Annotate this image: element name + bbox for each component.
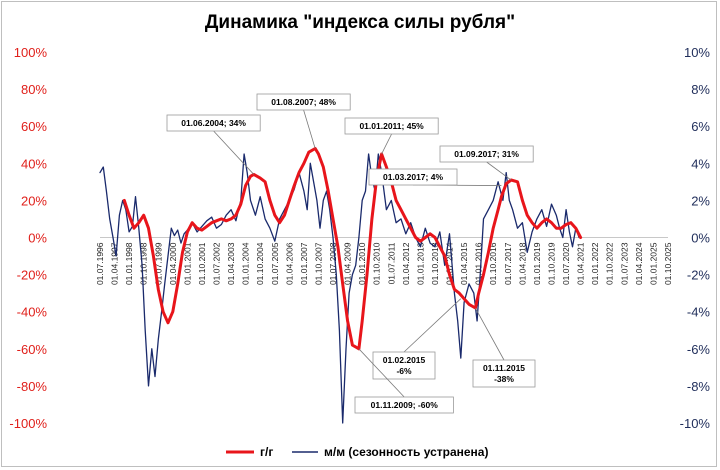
x-axis-tick-label: 01.01.2010 (357, 242, 367, 285)
right-axis-tick-label: 6% (691, 119, 710, 134)
annotation-label: 01.01.2011; 45% (359, 121, 424, 131)
series-layer (99, 147, 583, 424)
x-axis-tick-label: 01.01.2025 (648, 242, 658, 285)
left-axis-tick-label: -80% (17, 379, 48, 394)
left-axis-tick-label: 80% (21, 82, 47, 97)
x-axis-tick-label: 01.07.2008 (328, 242, 338, 285)
annotation-label: 01.11.2015 (483, 363, 525, 373)
left-axis-tick-label: -60% (17, 342, 48, 357)
x-axis-tick-label: 01.07.1999 (153, 242, 163, 285)
x-axis-tick-label: 01.01.2013 (415, 242, 425, 285)
annotation-box (368, 168, 458, 186)
left-axis-tick-label: 60% (21, 119, 47, 134)
x-axis-tick-label: 01.07.2011 (386, 242, 396, 284)
annotation-box (166, 114, 261, 132)
x-axis-tick-label: 01.04.1997 (110, 242, 120, 285)
x-axis-tick-label: 01.10.2001 (197, 242, 207, 285)
x-axis-tick-label: 01.04.2015 (459, 242, 469, 285)
annotation-leader (403, 298, 462, 353)
left-axis-ticks: 100% 80% 60% 40% 20% 0% -20% -40% -60% -80% -100% (9, 45, 47, 431)
x-axis-tick-label: 01.04.2024 (634, 242, 644, 285)
x-axis-tick-label: 01.07.2005 (270, 242, 280, 285)
x-axis-tick-label: 01.07.1996 (95, 242, 105, 285)
annotation-leader (486, 161, 512, 181)
right-axis-tick-label: 8% (691, 82, 710, 97)
annotation-label: -6% (396, 366, 412, 376)
x-axis-tick-label: 01.01.2001 (182, 242, 192, 285)
x-axis-tick-label: 01.10.2025 (663, 242, 673, 285)
x-axis-tick-label: 01.10.1998 (139, 242, 149, 285)
x-axis-tick-label: 01.07.2014 (445, 242, 455, 285)
annotations-layer: 01.06.2004; 34% 01.08.2007; 48% 01.01.2011… (166, 93, 536, 414)
x-axis-tick-label: 01.07.2023 (619, 242, 629, 285)
annotation-label: 01.06.2004; 34% (181, 118, 246, 128)
annotation-box (439, 145, 534, 163)
right-axis-ticks: 10% 8% 6% 4% 2% 0% -2% -4% -6% -8% -10% (680, 45, 711, 431)
x-axis-tick-label: 01.04.2003 (226, 242, 236, 285)
x-axis-tick-label: 01.10.2019 (546, 242, 556, 285)
x-axis-tick-label: 01.10.2007 (313, 242, 323, 285)
x-axis-tick-label: 01.01.2004 (241, 242, 251, 285)
x-axis-tick-label: 01.07.2002 (212, 242, 222, 285)
x-axis-tick-label: 01.04.2000 (168, 242, 178, 285)
right-axis-tick-label: -10% (680, 416, 711, 431)
right-axis-tick-label: -8% (687, 379, 711, 394)
x-axis-tick-label: 01.04.2018 (517, 242, 527, 285)
annotation-label: -38% (494, 374, 514, 384)
left-axis-tick-label: 40% (21, 156, 47, 171)
x-axis-ticks: 01.07.1996 01.04.1997 01.01.1998 01.10.1998… (95, 242, 673, 285)
x-axis-tick-label: 01.04.2006 (284, 242, 294, 285)
x-axis-tick-label: 01.07.2020 (561, 242, 571, 285)
annotation-label: 01.11.2009; -60% (371, 400, 439, 410)
annotation-label: 01.02.2015 (383, 355, 426, 365)
right-axis-tick-label: 4% (691, 156, 710, 171)
annotation-label: 01.03.2017; 4% (383, 172, 443, 182)
annotation-leader (358, 348, 405, 398)
x-axis-tick-label: 01.01.2019 (532, 242, 542, 285)
legend-label-mom: м/м (сезонность устранена) (324, 445, 488, 459)
left-axis-tick-label: -20% (17, 268, 48, 283)
right-axis-tick-label: 10% (684, 45, 710, 60)
annotation-leader (213, 130, 255, 175)
right-axis-tick-label: 0% (691, 231, 710, 246)
x-axis-tick-label: 01.01.2007 (299, 242, 309, 285)
series-line-yoy (122, 147, 583, 351)
x-axis-tick-label: 01.10.2016 (488, 242, 498, 285)
x-axis-tick-label: 01.07.2017 (503, 242, 513, 285)
x-axis-tick-label: 01.10.2013 (430, 242, 440, 285)
x-axis-tick-label: 01.10.2022 (605, 242, 615, 285)
left-axis-tick-label: 100% (14, 45, 48, 60)
legend-label-yoy: г/г (260, 445, 273, 459)
annotation-label: 01.08.2007; 48% (271, 97, 336, 107)
legend: г/г м/м (сезонность устранена) (226, 445, 488, 459)
x-axis-tick-label: 01.01.1998 (124, 242, 134, 285)
x-axis-tick-label: 01.04.2009 (343, 242, 353, 285)
x-axis-tick-label: 01.04.2021 (576, 242, 586, 285)
series-line-mom (99, 153, 580, 424)
right-axis-tick-label: -6% (687, 342, 711, 357)
right-axis-tick-label: 2% (691, 193, 710, 208)
annotation-leader (381, 133, 392, 155)
right-axis-tick-label: -2% (687, 268, 711, 283)
left-axis-tick-label: 0% (28, 231, 47, 246)
left-axis-tick-label: 20% (21, 193, 47, 208)
x-axis-tick-label: 01.10.2004 (255, 242, 265, 285)
left-axis-tick-label: -40% (17, 305, 48, 320)
right-axis-tick-label: -4% (687, 305, 711, 320)
x-axis-tick-label: 01.04.2012 (401, 242, 411, 285)
x-axis-tick-label: 01.01.2016 (474, 242, 484, 285)
annotation-leader (475, 307, 505, 361)
annotation-box (344, 117, 439, 135)
x-axis-tick-label: 01.10.2010 (372, 242, 382, 285)
annotation-label: 01.09.2017; 31% (454, 149, 519, 159)
left-axis-tick-label: -100% (9, 416, 47, 431)
annotation-leader (303, 109, 316, 149)
annotation-box (472, 359, 536, 388)
annotation-box (354, 396, 454, 414)
annotation-box (256, 93, 351, 111)
x-axis-tick-label: 01.01.2022 (590, 242, 600, 285)
chart-title: Динамика "индекса силы рубля" (205, 12, 515, 33)
